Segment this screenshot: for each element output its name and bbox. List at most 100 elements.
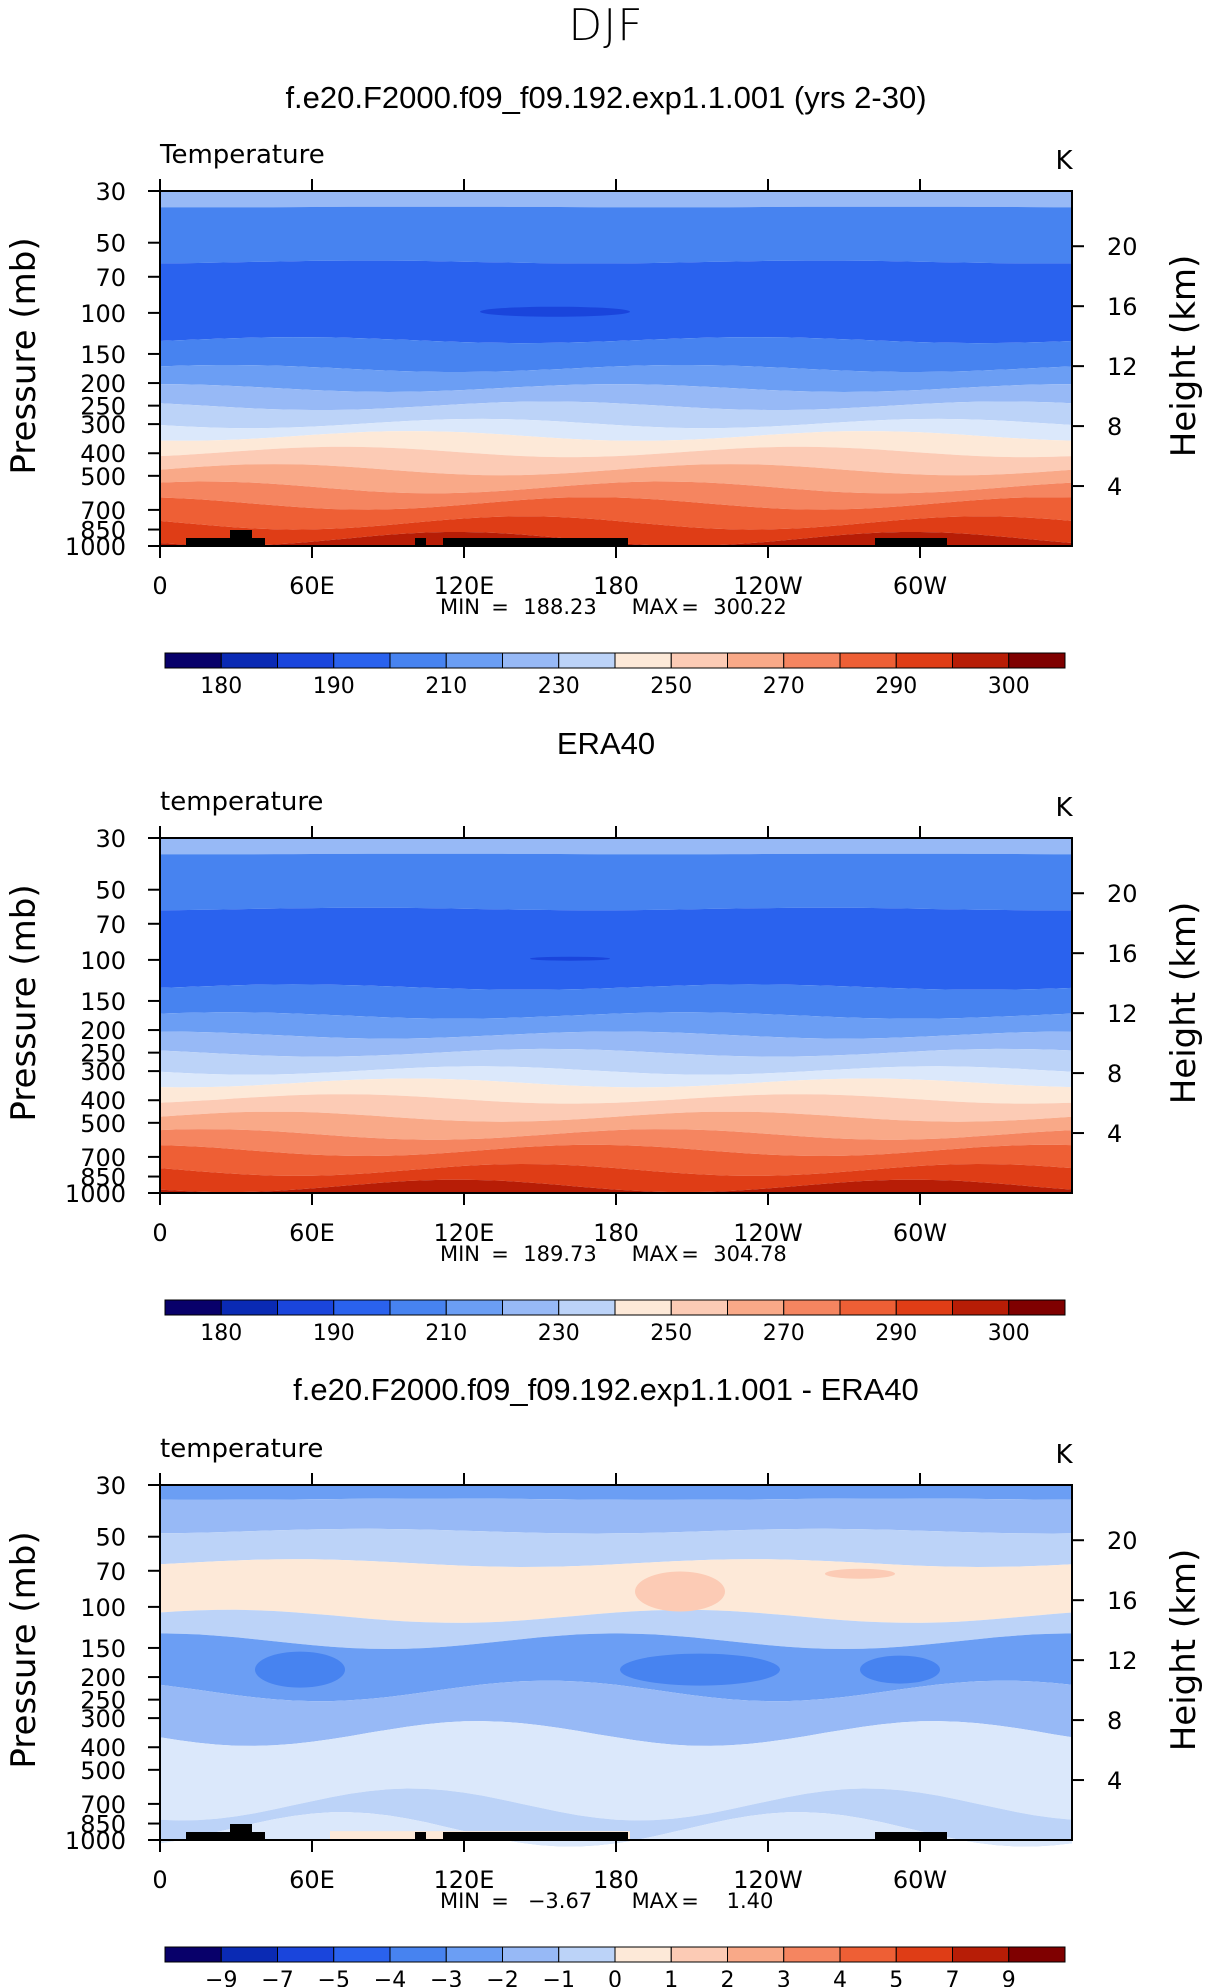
panel-1-y-tick-label: 250 bbox=[80, 393, 126, 421]
panel-1-max-eq: = bbox=[681, 595, 699, 619]
panel-2-colorbar-cell bbox=[389, 1299, 447, 1316]
panel-3-y-tick-label: 200 bbox=[80, 1664, 126, 1692]
panel-2-colorbar-label: 230 bbox=[538, 1321, 580, 1346]
panel-2-contour-band bbox=[160, 1111, 1072, 1140]
panel-3-min-value: −3.67 bbox=[528, 1889, 592, 1913]
panel-3-height-tick-label: 4 bbox=[1107, 1767, 1122, 1795]
panel-1-terrain-mask bbox=[415, 538, 426, 546]
panel-1-terrain-mask bbox=[443, 538, 628, 546]
panel-3-y-tick-label: 70 bbox=[95, 1558, 126, 1586]
panel-1-y-tick-label: 300 bbox=[80, 411, 126, 439]
panel-2-x-tick-label: 180 bbox=[593, 1219, 639, 1247]
panel-3-contour-band bbox=[635, 1571, 725, 1612]
panel-3-colorbar-cell bbox=[727, 1946, 785, 1963]
panel-3-contour-band bbox=[160, 1498, 1072, 1534]
panel-3-colorbar-label: −4 bbox=[374, 1968, 406, 1987]
panel-2-contour-band bbox=[160, 838, 1072, 855]
panel-3-colorbar-cell bbox=[670, 1946, 728, 1963]
panel-1-contour-band bbox=[160, 497, 1072, 530]
panel-1-colorbar-label: 250 bbox=[650, 674, 692, 699]
panel-1-max-value: 300.22 bbox=[713, 595, 786, 619]
panel-3-y-axis-label: Pressure (mb) bbox=[4, 1531, 44, 1768]
panel-1-contour-band bbox=[160, 206, 1072, 264]
panel-3-height-tick-label: 12 bbox=[1107, 1647, 1138, 1675]
panel-1-colorbar-label: 290 bbox=[875, 674, 917, 699]
panel-2-colorbar-label: 300 bbox=[988, 1321, 1030, 1346]
panel-3-right-axis-label: Height (km) bbox=[1164, 1549, 1204, 1752]
panel-1-colorbar-cell bbox=[839, 652, 897, 669]
panel-1-contour-band bbox=[160, 365, 1072, 392]
panel-2-contour-band bbox=[530, 956, 610, 961]
panel-3-contour-band bbox=[860, 1655, 940, 1684]
panel-1-y-tick-label: 1000 bbox=[65, 533, 126, 561]
panel-1-colorbar-label: 210 bbox=[425, 674, 467, 699]
panel-3-colorbar-cell bbox=[952, 1946, 1010, 1963]
panel-3-height-tick-label: 16 bbox=[1107, 1587, 1138, 1615]
panel-3-colorbar-cell bbox=[895, 1946, 953, 1963]
panel-1-terrain-mask bbox=[230, 530, 252, 546]
panel-2-contour-band bbox=[160, 1094, 1072, 1122]
panel-3-colorbar-label: 9 bbox=[1002, 1968, 1016, 1987]
panel-1-height-tick-label: 8 bbox=[1107, 413, 1122, 441]
panel-3-max-label: MAX bbox=[632, 1889, 679, 1913]
panel-3-terrain-mask bbox=[443, 1832, 628, 1840]
panel-3-y-tick-label: 30 bbox=[95, 1472, 126, 1500]
panel-1-colorbar-cell bbox=[783, 652, 841, 669]
panel-1-min-value: 188.23 bbox=[523, 595, 596, 619]
panel-2-contour-band bbox=[160, 907, 1072, 990]
panel-3-terrain-mask bbox=[875, 1832, 947, 1840]
panel-2-contour-band bbox=[160, 1012, 1072, 1039]
panel-3-title: f.e20.F2000.f09_f09.192.exp1.1.001 - ERA… bbox=[293, 1372, 919, 1407]
panel-1-colorbar-cell bbox=[670, 652, 728, 669]
panel-2-colorbar-cell bbox=[558, 1299, 616, 1316]
panel-1-contour-band bbox=[160, 532, 1072, 546]
panel-2-colorbar-cell bbox=[502, 1299, 560, 1316]
panel-1-x-tick-label: 120E bbox=[434, 572, 495, 600]
panel-2-colorbar-cell bbox=[783, 1299, 841, 1316]
panel-1-contour-band bbox=[160, 481, 1072, 510]
panel-1-y-tick-label: 30 bbox=[95, 178, 126, 206]
panel-2-max-label: MAX bbox=[632, 1242, 679, 1266]
panel-2-variable-label: temperature bbox=[160, 787, 323, 817]
panel-1-colorbar-cell bbox=[614, 652, 672, 669]
panel-3-terrain-mask bbox=[186, 1832, 265, 1840]
panel-2-y-tick-label: 300 bbox=[80, 1058, 126, 1086]
panel-3-colorbar-label: −7 bbox=[261, 1968, 293, 1987]
panel-1-y-tick-label: 850 bbox=[80, 517, 126, 545]
panel-1-colorbar-label: 270 bbox=[763, 674, 805, 699]
panel-1-colorbar-label: 180 bbox=[200, 674, 242, 699]
panel-2-x-tick-label: 120E bbox=[434, 1219, 495, 1247]
panel-1-colorbar-label: 190 bbox=[313, 674, 355, 699]
panel-3-contour-band bbox=[160, 1485, 1072, 1500]
panel-1-contour-band bbox=[160, 516, 1072, 546]
panel-2-colorbar-label: 250 bbox=[650, 1321, 692, 1346]
panel-3-colorbar-cell bbox=[839, 1946, 897, 1963]
panel-3-y-tick-label: 1000 bbox=[65, 1827, 126, 1855]
panel-3-max-eq: = bbox=[681, 1889, 699, 1913]
panel-3-colorbar-cell bbox=[333, 1946, 391, 1963]
panel-1-colorbar-cell bbox=[952, 652, 1010, 669]
panel-2-colorbar-label: 190 bbox=[313, 1321, 355, 1346]
panel-3-max-value: 1.40 bbox=[727, 1889, 774, 1913]
panel-2-min-value: 189.73 bbox=[523, 1242, 596, 1266]
panel-2-y-tick-label: 150 bbox=[80, 988, 126, 1016]
panel-2-colorbar-cell bbox=[277, 1299, 335, 1316]
panel-3-colorbar-cell bbox=[220, 1946, 278, 1963]
panel-3-x-tick-label: 120E bbox=[434, 1866, 495, 1894]
panel-3-contour-band bbox=[160, 1528, 1072, 1567]
panel-2-x-tick-label: 120W bbox=[733, 1219, 803, 1247]
panel-1-y-axis-label: Pressure (mb) bbox=[4, 237, 44, 474]
panel-2-y-tick-label: 850 bbox=[80, 1164, 126, 1192]
panel-2-y-axis-label: Pressure (mb) bbox=[4, 884, 44, 1121]
panel-1-y-tick-label: 50 bbox=[95, 230, 126, 258]
panel-2-x-tick-label: 0 bbox=[152, 1219, 167, 1247]
panel-1-contour-band bbox=[160, 337, 1072, 372]
panel-3-colorbar-label: 0 bbox=[608, 1968, 622, 1987]
panel-1-height-tick-label: 4 bbox=[1107, 473, 1122, 501]
panel-1-height-tick-label: 16 bbox=[1107, 293, 1138, 321]
panel-2-height-tick-label: 20 bbox=[1107, 880, 1138, 908]
panel-2-colorbar-cell bbox=[445, 1299, 503, 1316]
panel-2-colorbar-cell bbox=[895, 1299, 953, 1316]
panel-1-contour-band bbox=[480, 306, 630, 317]
panel-2-height-tick-label: 8 bbox=[1107, 1060, 1122, 1088]
